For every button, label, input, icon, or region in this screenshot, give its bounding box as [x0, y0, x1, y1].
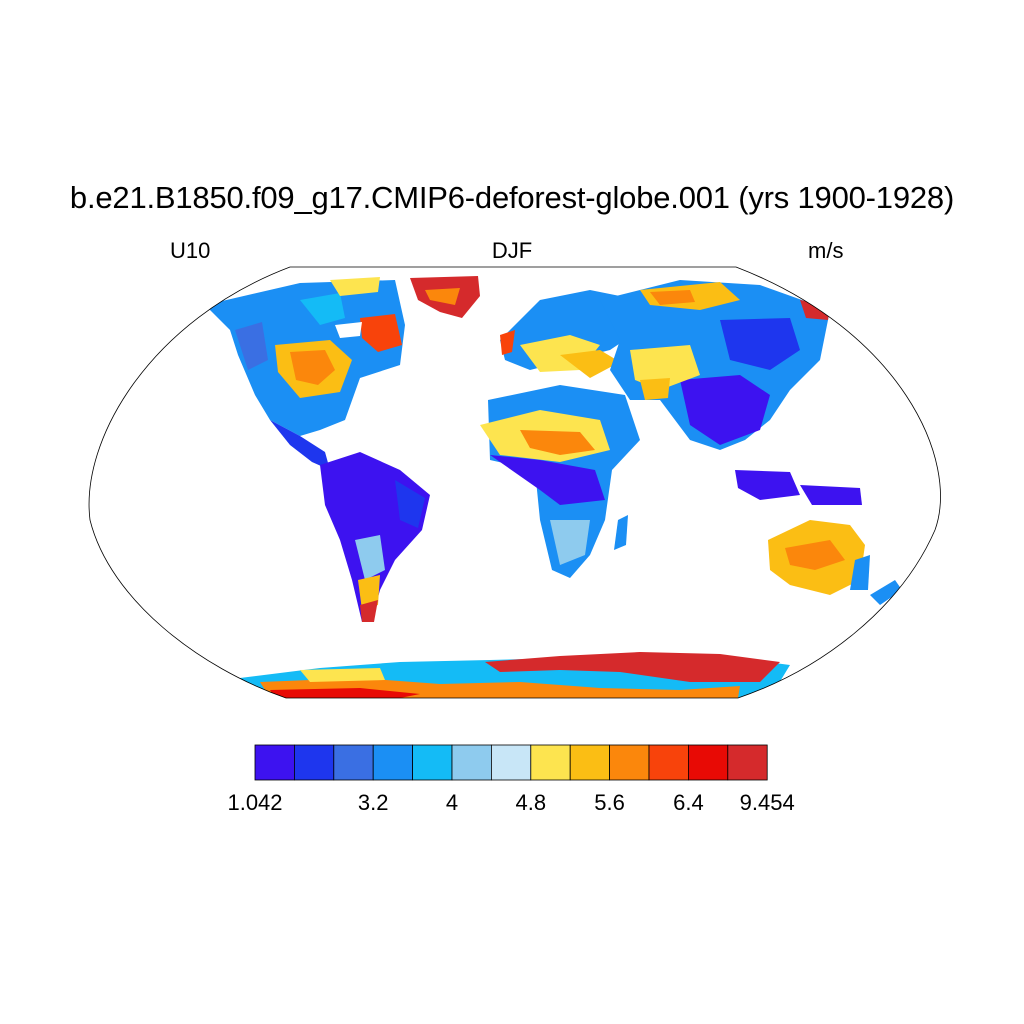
colorbar-swatch	[609, 744, 650, 781]
colorbar-swatch	[569, 744, 611, 781]
colorbar-swatch	[687, 744, 729, 781]
colorbar-tick-label: 4.8	[515, 790, 547, 815]
colorbar-swatch	[372, 744, 413, 781]
colorbar-swatch	[294, 744, 335, 781]
colorbar-swatch	[333, 744, 374, 781]
colorbar-tick-label: 5.6	[594, 790, 625, 815]
colorbar-swatch	[254, 744, 295, 781]
colorbar-swatch	[451, 744, 492, 781]
colorbar-swatch	[727, 744, 768, 781]
colorbar-tick-label: 1.042	[227, 790, 283, 815]
variable-label: U10	[170, 238, 211, 263]
colorbar-swatch	[412, 744, 453, 781]
colorbar-tick-label: 9.454	[739, 790, 795, 815]
colorbar-swatch	[490, 744, 532, 781]
colorbar-swatch	[530, 744, 571, 781]
units-label: m/s	[808, 238, 844, 263]
colorbar-tick-label: 4	[445, 790, 459, 815]
colorbar-swatch	[648, 744, 689, 781]
colorbar-tick-label: 3.2	[357, 790, 389, 815]
map-title: b.e21.B1850.f09_g17.CMIP6-deforest-globe…	[69, 180, 955, 215]
season-label: DJF	[491, 238, 533, 263]
colorbar	[254, 744, 768, 781]
colorbar-tick-label: 6.4	[673, 790, 704, 815]
